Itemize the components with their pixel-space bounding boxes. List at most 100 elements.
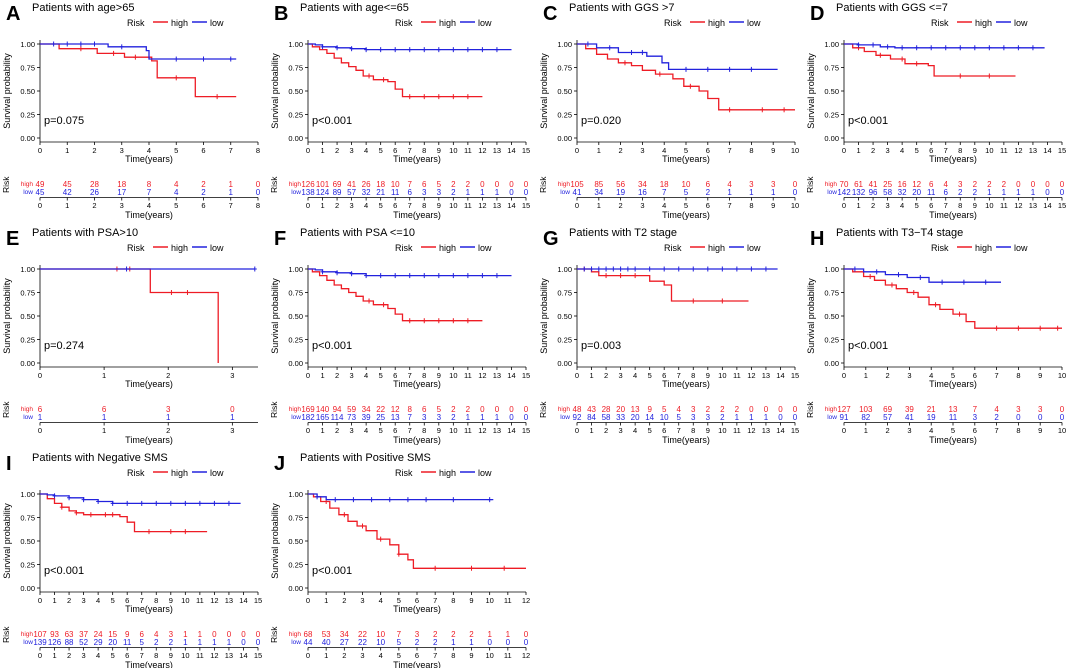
p-value: p=0.003: [581, 340, 621, 352]
risk-count-high: 3: [771, 180, 776, 189]
risk-count-high: 10: [391, 180, 400, 189]
x-tick-label: 0: [575, 146, 579, 155]
x-tick-label: 3: [640, 146, 644, 155]
x-tick-label: 15: [522, 146, 530, 155]
y-tick-label: 0.50: [824, 87, 839, 96]
risk-count-low: 2: [154, 638, 159, 647]
km-curve-low: [308, 493, 494, 501]
x-tick-label: 15: [1058, 146, 1066, 155]
x-tick-label: 8: [958, 146, 962, 155]
x-tick-label: 5: [648, 371, 652, 380]
x-tick-label: 2: [886, 371, 890, 380]
legend-title: Risk: [395, 18, 413, 28]
risk-x-tick-label: 15: [522, 201, 530, 210]
risk-x-axis-label: Time(years): [393, 435, 441, 445]
risk-row-low-label: low: [560, 189, 570, 196]
risk-row-low-label: low: [23, 189, 33, 196]
risk-x-tick-label: 4: [929, 426, 933, 435]
risk-count-high: 0: [778, 405, 783, 414]
x-tick-label: 7: [140, 596, 144, 605]
risk-count-high: 2: [469, 630, 474, 639]
risk-count-low: 0: [793, 188, 798, 197]
x-tick-label: 6: [125, 596, 129, 605]
risk-count-high: 61: [854, 180, 863, 189]
risk-count-high: 34: [362, 405, 371, 414]
risk-count-low: 1: [183, 638, 188, 647]
legend-low-label: low: [1014, 18, 1028, 28]
risk-x-axis-label: Time(years): [125, 435, 173, 445]
risk-row-low-label: low: [23, 639, 33, 646]
risk-count-low: 3: [422, 188, 427, 197]
risk-count-low: 11: [949, 413, 958, 422]
x-tick-label: 10: [181, 596, 189, 605]
y-tick-label: 0.00: [20, 134, 35, 143]
risk-count-high: 3: [166, 405, 171, 414]
risk-x-tick-label: 5: [684, 201, 688, 210]
risk-x-tick-label: 3: [619, 426, 623, 435]
p-value: p=0.274: [44, 340, 84, 352]
legend-title: Risk: [931, 18, 949, 28]
risk-count-high: 107: [33, 630, 47, 639]
risk-x-tick-label: 2: [886, 426, 890, 435]
risk-x-tick-label: 8: [958, 201, 962, 210]
risk-count-low: 57: [883, 413, 892, 422]
panel-letter: I: [6, 453, 12, 475]
x-tick-label: 8: [451, 596, 455, 605]
risk-count-high: 105: [570, 180, 584, 189]
risk-count-high: 24: [94, 630, 103, 639]
risk-count-low: 89: [333, 188, 342, 197]
risk-count-high: 9: [647, 405, 652, 414]
x-tick-label: 12: [478, 146, 486, 155]
risk-count-high: 101: [316, 180, 330, 189]
risk-count-low: 1: [102, 413, 107, 422]
risk-x-tick-label: 0: [306, 426, 310, 435]
risk-count-low: 6: [408, 188, 413, 197]
panel-title: Patients with GGS >7: [569, 2, 674, 14]
risk-count-low: 1: [38, 413, 43, 422]
panel-title: Patients with T2 stage: [569, 227, 677, 239]
x-axis-label: Time(years): [929, 379, 977, 389]
x-tick-label: 12: [210, 596, 218, 605]
x-tick-label: 9: [469, 596, 473, 605]
risk-count-low: 0: [524, 413, 529, 422]
x-tick-label: 11: [733, 371, 741, 380]
risk-count-high: 8: [408, 405, 413, 414]
km-curve-low: [40, 43, 237, 60]
risk-table-title: Risk: [1, 176, 11, 193]
risk-x-tick-label: 2: [166, 426, 170, 435]
y-tick-label: 0.00: [288, 134, 303, 143]
x-tick-label: 5: [379, 146, 383, 155]
risk-count-high: 2: [433, 630, 438, 639]
legend-high-label: high: [439, 468, 456, 478]
x-tick-label: 3: [82, 596, 86, 605]
risk-x-tick-label: 14: [776, 426, 784, 435]
x-tick-label: 4: [662, 146, 666, 155]
risk-x-tick-label: 2: [335, 426, 339, 435]
risk-count-low: 25: [376, 413, 385, 422]
risk-count-high: 5: [437, 405, 442, 414]
risk-count-low: 26: [90, 188, 99, 197]
p-value: p<0.001: [848, 115, 888, 127]
risk-count-low: 0: [1060, 413, 1065, 422]
risk-table-title: Risk: [1, 401, 11, 418]
risk-count-high: 3: [958, 180, 963, 189]
risk-x-tick-label: 6: [415, 651, 419, 660]
risk-x-tick-label: 5: [111, 651, 115, 660]
x-axis-label: Time(years): [662, 379, 710, 389]
risk-x-tick-label: 15: [1058, 201, 1066, 210]
risk-row-low-label: low: [827, 414, 837, 421]
risk-count-low: 3: [973, 413, 978, 422]
risk-count-high: 56: [616, 180, 625, 189]
risk-count-low: 0: [509, 188, 514, 197]
x-tick-label: 15: [522, 371, 530, 380]
y-axis-label: Survival probability: [270, 278, 280, 354]
p-value: p<0.001: [44, 565, 84, 577]
risk-count-high: 25: [883, 180, 892, 189]
risk-count-low: 0: [256, 638, 261, 647]
risk-x-tick-label: 7: [140, 651, 144, 660]
risk-x-tick-label: 7: [677, 426, 681, 435]
risk-count-low: 4: [174, 188, 179, 197]
